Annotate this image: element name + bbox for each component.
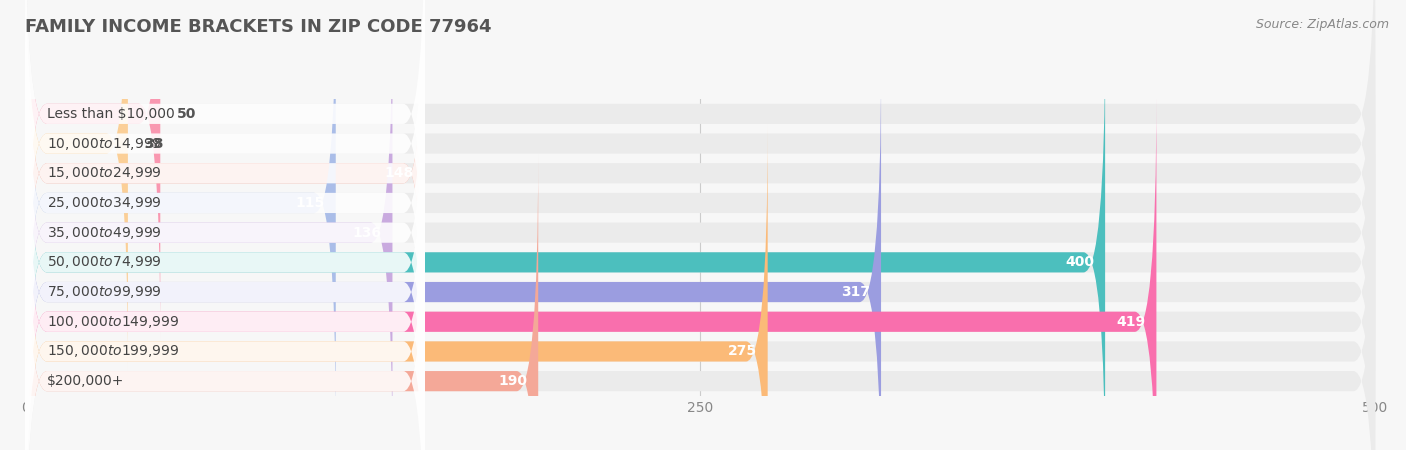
FancyBboxPatch shape	[25, 124, 1375, 450]
FancyBboxPatch shape	[25, 153, 425, 450]
Text: $25,000 to $34,999: $25,000 to $34,999	[46, 195, 162, 211]
FancyBboxPatch shape	[25, 35, 425, 450]
FancyBboxPatch shape	[25, 124, 425, 450]
Text: $10,000 to $14,999: $10,000 to $14,999	[46, 135, 162, 152]
Text: 400: 400	[1066, 255, 1094, 270]
Text: 190: 190	[498, 374, 527, 388]
FancyBboxPatch shape	[25, 35, 1105, 450]
FancyBboxPatch shape	[25, 35, 1375, 450]
Text: Less than $10,000: Less than $10,000	[46, 107, 174, 121]
FancyBboxPatch shape	[25, 0, 425, 401]
Text: $200,000+: $200,000+	[46, 374, 124, 388]
FancyBboxPatch shape	[25, 0, 128, 371]
Text: $15,000 to $24,999: $15,000 to $24,999	[46, 165, 162, 181]
Text: 136: 136	[353, 225, 381, 240]
FancyBboxPatch shape	[25, 0, 160, 342]
FancyBboxPatch shape	[25, 94, 1375, 450]
FancyBboxPatch shape	[25, 0, 336, 431]
FancyBboxPatch shape	[25, 64, 425, 450]
Text: $75,000 to $99,999: $75,000 to $99,999	[46, 284, 162, 300]
Text: $150,000 to $199,999: $150,000 to $199,999	[46, 343, 180, 360]
Text: 50: 50	[177, 107, 195, 121]
Text: 148: 148	[385, 166, 413, 180]
FancyBboxPatch shape	[25, 5, 1375, 450]
Text: Source: ZipAtlas.com: Source: ZipAtlas.com	[1256, 18, 1389, 31]
FancyBboxPatch shape	[25, 153, 538, 450]
FancyBboxPatch shape	[25, 0, 1375, 431]
FancyBboxPatch shape	[25, 153, 1375, 450]
FancyBboxPatch shape	[25, 5, 425, 450]
Text: 38: 38	[143, 136, 163, 151]
FancyBboxPatch shape	[25, 0, 425, 371]
Text: $35,000 to $49,999: $35,000 to $49,999	[46, 225, 162, 241]
Text: 275: 275	[728, 344, 756, 359]
Text: $100,000 to $149,999: $100,000 to $149,999	[46, 314, 180, 330]
FancyBboxPatch shape	[25, 0, 425, 431]
FancyBboxPatch shape	[25, 94, 1156, 450]
FancyBboxPatch shape	[25, 0, 1375, 371]
FancyBboxPatch shape	[25, 124, 768, 450]
Text: FAMILY INCOME BRACKETS IN ZIP CODE 77964: FAMILY INCOME BRACKETS IN ZIP CODE 77964	[25, 18, 492, 36]
FancyBboxPatch shape	[25, 0, 425, 342]
FancyBboxPatch shape	[25, 0, 1375, 401]
FancyBboxPatch shape	[25, 5, 392, 450]
FancyBboxPatch shape	[25, 0, 425, 401]
Text: 115: 115	[295, 196, 325, 210]
Text: 419: 419	[1116, 315, 1146, 329]
FancyBboxPatch shape	[25, 64, 1375, 450]
FancyBboxPatch shape	[25, 94, 425, 450]
FancyBboxPatch shape	[25, 64, 882, 450]
Text: $50,000 to $74,999: $50,000 to $74,999	[46, 254, 162, 270]
Text: 317: 317	[841, 285, 870, 299]
FancyBboxPatch shape	[25, 0, 1375, 342]
